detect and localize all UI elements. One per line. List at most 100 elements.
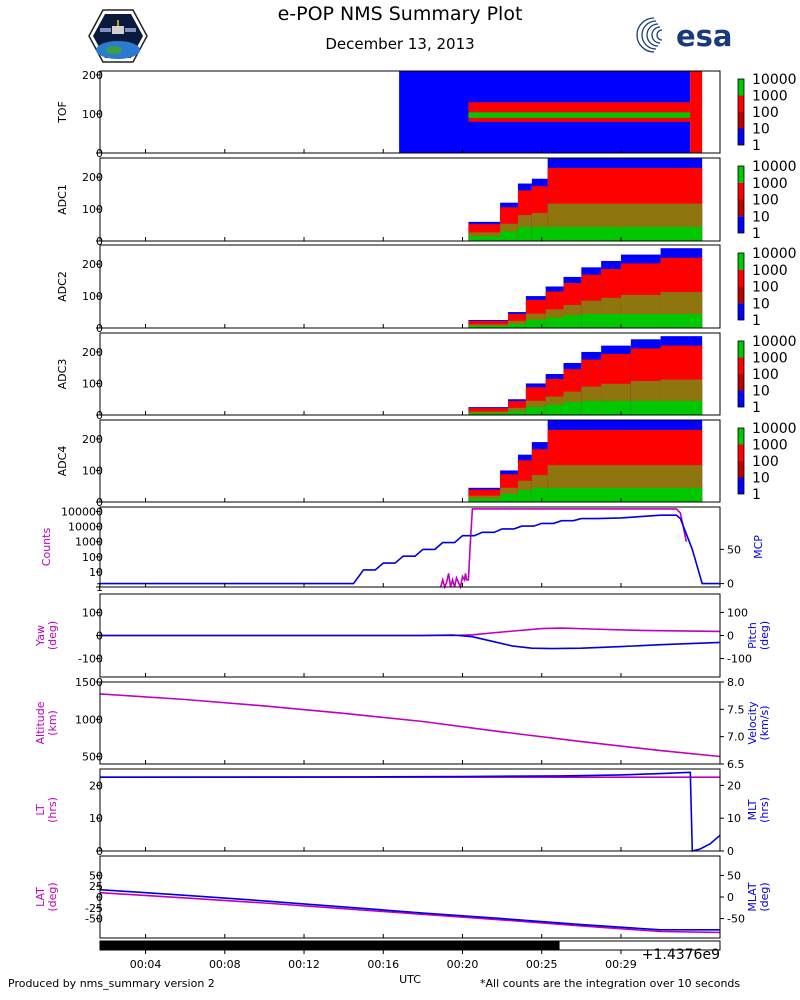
left-label-altitude-velocity-line: (km) — [46, 710, 59, 736]
left-label-lat-mlat-line: (deg) — [46, 882, 59, 911]
right-label-lt-mlt-line: MLT — [746, 799, 759, 820]
left-label-lt-mlt-line: LT — [34, 804, 47, 816]
right-lat-mlat-label: 50 — [727, 869, 741, 882]
left-counts-mcp-label: 1000 — [75, 536, 103, 549]
colorbar-band — [738, 341, 744, 358]
heatmap-step-green — [500, 231, 518, 241]
series-counts — [439, 508, 688, 590]
colorbar-frame — [737, 78, 745, 146]
y-adc2-label: 200 — [82, 258, 103, 271]
y-adc3-label: 200 — [82, 346, 103, 359]
colorbar-band — [738, 166, 744, 183]
left-label-yaw-pitch: Yaw (deg) — [34, 621, 59, 650]
line-panel-lt-mlt — [99, 771, 721, 853]
y-adc1-label: 200 — [82, 171, 103, 184]
panel-frame-adc2 — [99, 244, 721, 329]
y-adc4-label: 200 — [82, 433, 103, 446]
y-adc3-label: 0 — [96, 409, 103, 422]
colorbar-band — [738, 357, 744, 374]
left-label-lt-mlt: LT (hrs) — [34, 797, 59, 823]
panel-frame-counts-mcp — [99, 506, 721, 588]
ylabel-adc3: ADC3 — [56, 359, 69, 390]
colorbar-tick-label: 1000 — [752, 263, 788, 279]
time-tick-label: 00:25 — [526, 958, 558, 971]
heatmap-step-green — [547, 488, 703, 502]
left-lt-mlt-label: 10 — [89, 812, 103, 825]
heatmap-step-green — [517, 490, 532, 502]
colorbar-tick-label: 100 — [752, 105, 779, 121]
heatmap-step-green — [581, 314, 602, 328]
ylabel-adc2-line: ADC2 — [56, 271, 69, 302]
right-altitude-velocity-label: 7.5 — [727, 703, 745, 716]
left-altitude-velocity-label: 1000 — [75, 713, 103, 726]
ylabel-tof: TOF — [56, 101, 69, 124]
left-label-lat-mlat-line: LAT — [34, 887, 47, 907]
left-counts-mcp-label: 1 — [96, 581, 103, 594]
right-label-altitude-velocity-line: Velocity — [746, 701, 759, 745]
colorbar-tick-label: 100 — [752, 454, 779, 470]
colorbar-tick-label: 10000 — [752, 246, 797, 262]
colorbar-tick-label: 1000 — [752, 89, 788, 105]
ylabel-adc1-line: ADC1 — [56, 184, 69, 215]
right-lt-mlt-label: 10 — [727, 812, 741, 825]
right-label-yaw-pitch-line: (deg) — [758, 621, 771, 650]
right-label-altitude-velocity-line: (km/s) — [758, 705, 771, 740]
right-label-lat-mlat-line: MLAT — [746, 882, 759, 912]
colorbar-tick-label: 10 — [752, 471, 770, 487]
right-label-counts-mcp: MCP — [752, 535, 765, 559]
esa-logo-text: esa — [676, 19, 733, 53]
right-lat-mlat-label: -50 — [727, 913, 745, 926]
colorbar-tick-label: 10 — [752, 122, 770, 138]
y-adc2-label: 100 — [82, 290, 103, 303]
heatmap-step-green — [468, 326, 509, 328]
right-lt-mlt-label: 20 — [727, 779, 741, 792]
right-counts-mcp-label: 50 — [727, 543, 741, 556]
colorbar-tick-label: 10000 — [752, 421, 797, 437]
colorbar-band — [738, 461, 744, 478]
heatmap-step-green — [660, 314, 703, 328]
colorbar-tick-label: 1000 — [752, 438, 788, 454]
time-tick-label: 00:20 — [447, 958, 479, 971]
left-label-altitude-velocity: Altitude (km) — [34, 701, 59, 744]
left-label-lt-mlt-line: (hrs) — [46, 797, 59, 823]
colorbar-band — [738, 477, 744, 494]
colorbar-band — [738, 182, 744, 200]
heatmap-step-green — [468, 413, 509, 415]
heatmap-adc4 — [468, 420, 703, 502]
heatmap-step-green — [601, 314, 621, 328]
heatmap-step-green — [525, 407, 546, 415]
heatmap-adc1 — [468, 158, 703, 241]
right-label-yaw-pitch-line: Pitch — [746, 622, 759, 649]
right-altitude-velocity-label: 7.0 — [727, 731, 745, 744]
time-tick-label: 00:12 — [288, 958, 320, 971]
series-yaw — [100, 627, 721, 637]
colorbar-tick-label: 10000 — [752, 159, 797, 175]
page-title: e-POP NMS Summary Plot — [277, 3, 523, 25]
panel-frame-adc1 — [99, 157, 721, 242]
footer-version-note: Produced by nms_summary version 2 — [8, 977, 215, 990]
colorbar-tick-label: 1 — [752, 400, 761, 416]
line-panel-lat-mlat — [99, 888, 721, 934]
left-counts-mcp-label: 10 — [89, 566, 103, 579]
heatmap-step-green — [563, 315, 582, 328]
left-lat-mlat-label: -25 — [85, 902, 103, 915]
heatmap-step-green — [525, 320, 546, 328]
left-yaw-pitch-label: -100 — [78, 653, 103, 666]
ylabel-adc1: ADC1 — [56, 184, 69, 215]
colorbar-tick-label: 1 — [752, 487, 761, 503]
plot-date: December 13, 2013 — [325, 35, 475, 53]
y-adc3-label: 100 — [82, 377, 103, 390]
series-pitch — [100, 634, 721, 650]
right-lt-mlt-label: 0 — [727, 845, 734, 858]
colorbar-band — [738, 253, 744, 270]
heatmap-step-green — [563, 401, 582, 415]
heatmap-step-green — [500, 494, 518, 502]
heatmap-step-green — [545, 317, 564, 328]
panel-frame-altitude-velocity — [99, 681, 721, 765]
ylabel-adc3-line: ADC3 — [56, 359, 69, 390]
left-lat-mlat-label: 25 — [89, 880, 103, 893]
colorbar-tick-label: 1 — [752, 226, 761, 242]
heatmap-step-green — [531, 488, 548, 502]
right-label-yaw-pitch: Pitch (deg) — [746, 621, 771, 650]
